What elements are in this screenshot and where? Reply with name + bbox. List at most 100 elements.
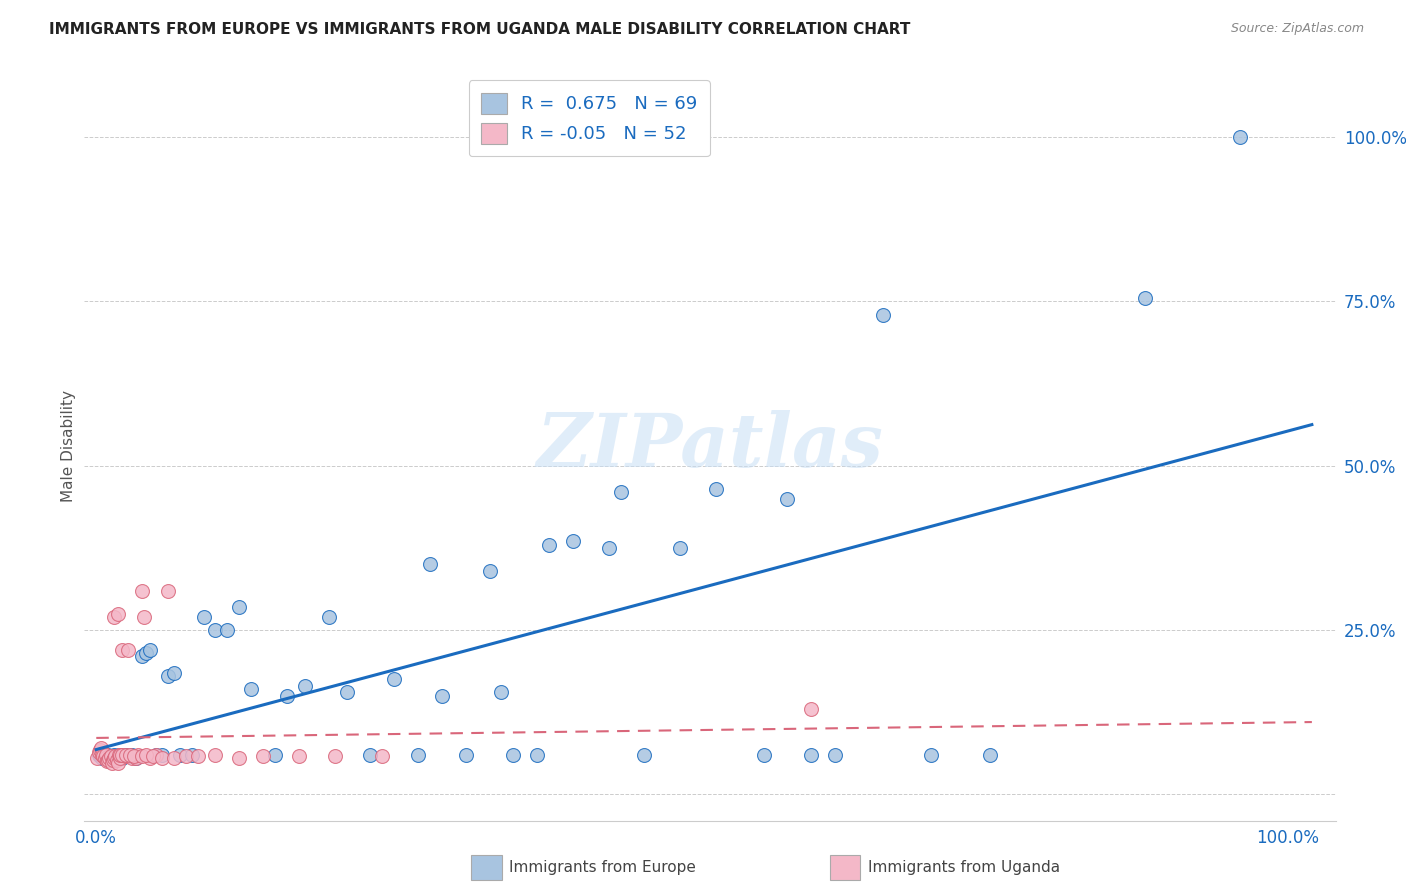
- Point: [124, 751, 146, 765]
- Point: [118, 747, 141, 762]
- Point: [228, 600, 250, 615]
- Point: [562, 534, 585, 549]
- Point: [103, 747, 125, 762]
- Point: [107, 607, 129, 621]
- Point: [156, 583, 179, 598]
- Point: [98, 751, 121, 765]
- Point: [180, 747, 202, 762]
- Point: [90, 747, 112, 761]
- Point: [108, 751, 131, 765]
- Point: [90, 741, 112, 756]
- Point: [193, 610, 215, 624]
- Point: [139, 642, 162, 657]
- Point: [491, 685, 513, 699]
- Point: [111, 747, 134, 762]
- Point: [115, 747, 138, 762]
- Point: [335, 685, 357, 699]
- Point: [104, 750, 127, 764]
- Point: [104, 749, 127, 764]
- Point: [96, 751, 118, 765]
- Point: [669, 541, 692, 555]
- Point: [89, 742, 111, 756]
- Point: [139, 751, 162, 765]
- Point: [93, 751, 115, 765]
- Point: [87, 747, 110, 762]
- Point: [91, 751, 114, 765]
- Point: [169, 747, 191, 762]
- Y-axis label: Male Disability: Male Disability: [60, 390, 76, 502]
- Point: [121, 751, 143, 765]
- Point: [131, 749, 153, 764]
- Point: [108, 747, 131, 762]
- Point: [108, 749, 131, 764]
- Point: [800, 747, 823, 762]
- Point: [115, 747, 138, 762]
- Point: [127, 747, 149, 762]
- Point: [920, 747, 942, 762]
- Point: [752, 747, 775, 762]
- Point: [132, 610, 155, 624]
- Point: [91, 747, 114, 762]
- Point: [117, 749, 139, 764]
- Point: [101, 753, 124, 767]
- Point: [824, 747, 846, 762]
- Point: [359, 747, 381, 762]
- Point: [115, 749, 138, 764]
- Point: [163, 751, 186, 765]
- Point: [454, 747, 477, 762]
- Point: [872, 308, 894, 322]
- Point: [93, 747, 115, 762]
- Point: [105, 749, 128, 764]
- Point: [156, 669, 179, 683]
- Point: [538, 538, 561, 552]
- Text: ZIPatlas: ZIPatlas: [537, 409, 883, 483]
- Point: [371, 749, 394, 764]
- Point: [276, 689, 298, 703]
- Point: [135, 646, 157, 660]
- Point: [776, 491, 799, 506]
- Point: [1133, 291, 1156, 305]
- Point: [502, 747, 524, 762]
- Point: [252, 749, 274, 764]
- Point: [93, 749, 115, 764]
- Point: [264, 747, 287, 762]
- Point: [478, 564, 501, 578]
- Point: [294, 679, 316, 693]
- Point: [103, 751, 125, 765]
- Point: [93, 750, 115, 764]
- Point: [174, 749, 197, 764]
- Point: [100, 749, 122, 764]
- Point: [108, 747, 131, 762]
- Point: [204, 623, 226, 637]
- Point: [430, 689, 453, 703]
- Point: [187, 749, 209, 764]
- Point: [98, 751, 121, 765]
- Point: [382, 673, 405, 687]
- Point: [97, 753, 120, 767]
- Point: [101, 751, 124, 765]
- Text: Immigrants from Uganda: Immigrants from Uganda: [868, 860, 1060, 875]
- Point: [228, 751, 250, 765]
- Point: [419, 558, 441, 572]
- Point: [111, 642, 134, 657]
- FancyBboxPatch shape: [830, 855, 860, 880]
- Point: [979, 747, 1001, 762]
- Point: [135, 747, 157, 762]
- Point: [704, 482, 727, 496]
- Point: [105, 753, 128, 767]
- Point: [124, 749, 146, 764]
- Point: [117, 642, 139, 657]
- Text: IMMIGRANTS FROM EUROPE VS IMMIGRANTS FROM UGANDA MALE DISABILITY CORRELATION CHA: IMMIGRANTS FROM EUROPE VS IMMIGRANTS FRO…: [49, 22, 911, 37]
- Point: [598, 541, 620, 555]
- Point: [108, 747, 131, 762]
- Point: [131, 583, 153, 598]
- Point: [633, 747, 655, 762]
- Point: [124, 751, 146, 765]
- Point: [100, 749, 122, 764]
- Point: [145, 747, 167, 762]
- Text: Immigrants from Europe: Immigrants from Europe: [509, 860, 696, 875]
- Point: [87, 745, 110, 759]
- Point: [142, 749, 165, 764]
- Point: [100, 756, 122, 770]
- Text: Source: ZipAtlas.com: Source: ZipAtlas.com: [1230, 22, 1364, 36]
